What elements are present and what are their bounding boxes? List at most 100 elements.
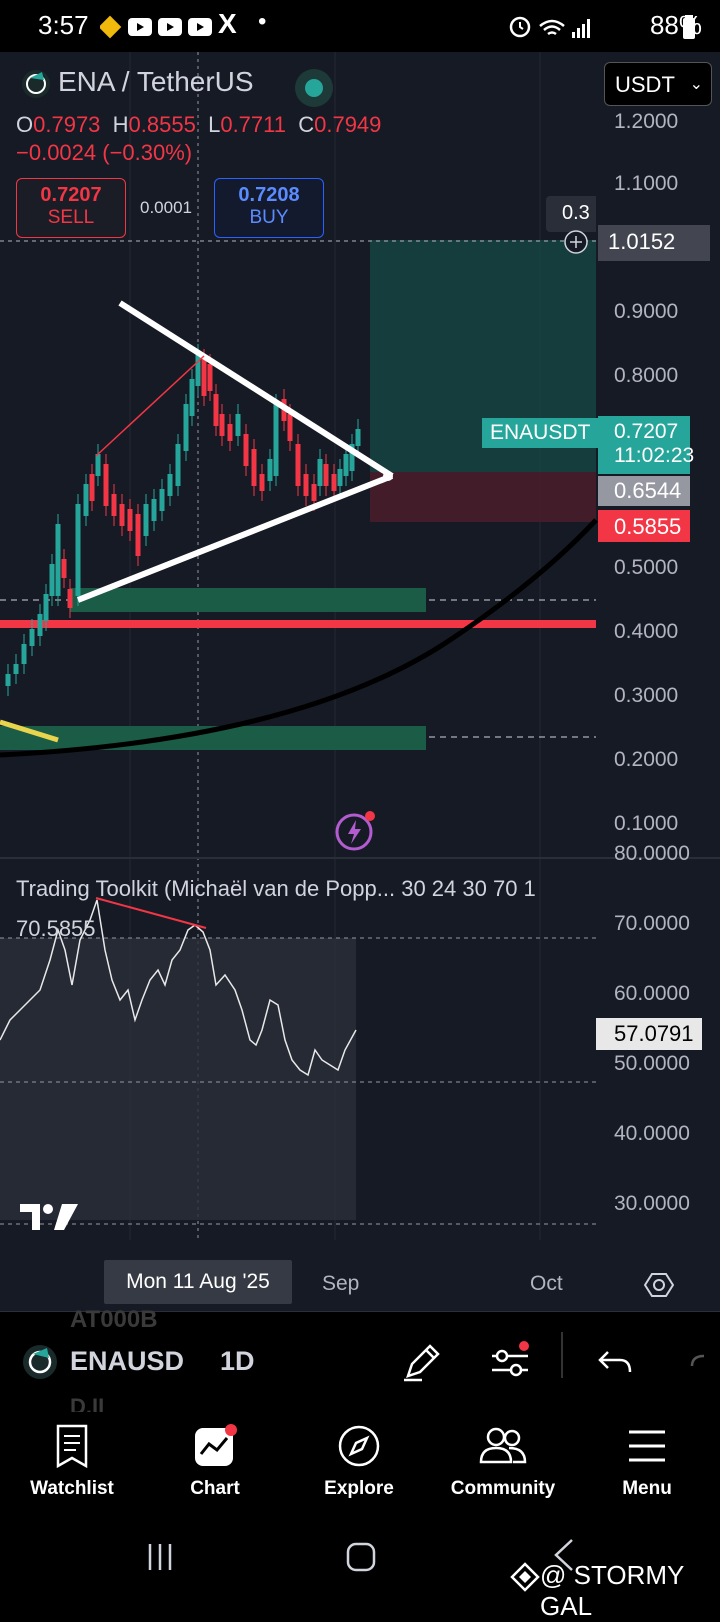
candle-body: [331, 474, 337, 491]
candle-body: [55, 524, 61, 596]
alarm-icon: [509, 16, 531, 38]
status-bar: 3:57 X • 88%: [0, 0, 720, 52]
buy-label: BUY: [249, 207, 289, 228]
recent-apps-icon[interactable]: [146, 1542, 176, 1572]
candle-body: [195, 354, 201, 386]
candle-body: [29, 629, 35, 646]
candle-body: [49, 564, 55, 596]
candle-body: [287, 414, 293, 441]
stop-loss-price-tag: 0.5855: [598, 510, 690, 542]
candle-body: [227, 424, 233, 441]
redo-icon[interactable]: [690, 1346, 720, 1376]
toolbar-symbol-button[interactable]: ENAUSD: [70, 1346, 185, 1376]
buy-button[interactable]: 0.7208 BUY: [214, 178, 324, 238]
nav-explore[interactable]: Explore: [299, 1424, 419, 1500]
price-axis-label: 0.5000: [614, 556, 679, 579]
indicator-current-tag: 57.0791: [596, 1018, 702, 1050]
price-axis-label: 0.8000: [614, 364, 679, 387]
trend-line-yellow: [0, 719, 59, 743]
spread-value: 0.0001: [140, 198, 192, 217]
nav-chart-label: Chart: [190, 1478, 240, 1499]
sell-button[interactable]: 0.7207 SELL: [16, 178, 126, 238]
oscillator-divergence-line: [95, 897, 207, 929]
binance-icon: [100, 15, 122, 39]
tradingview-logo-icon: [20, 1204, 78, 1230]
back-icon[interactable]: [552, 1538, 576, 1572]
candle-body: [135, 514, 141, 556]
candle-body: [273, 404, 279, 476]
ghost-text-top: AT000B: [70, 1306, 158, 1333]
indicator-axis-label: 50.0000: [614, 1052, 690, 1075]
chart-settings-gear-icon[interactable]: [644, 1270, 674, 1300]
candle-body: [43, 594, 49, 621]
time-label-sep: Sep: [322, 1272, 360, 1295]
candle-body: [311, 484, 317, 501]
indicator-title[interactable]: Trading Toolkit (Michaël van de Popp... …: [16, 876, 536, 901]
candle-body: [95, 454, 101, 476]
chevron-down-icon: ⌄: [689, 76, 703, 93]
watermark-text: @ STORMY GAL: [540, 1560, 684, 1621]
currency-select-value: USDT: [615, 72, 675, 97]
indicator-axis-label: 60.0000: [614, 982, 690, 1005]
nav-community[interactable]: Community: [443, 1424, 563, 1500]
undo-icon[interactable]: [596, 1344, 636, 1384]
price-axis-label: 1.1000: [614, 172, 679, 195]
signal-icon: [572, 19, 590, 38]
candle-body: [317, 459, 323, 486]
community-icon: [479, 1427, 527, 1464]
nav-watchlist-label: Watchlist: [30, 1478, 114, 1499]
indicator-axis-label: 70.0000: [614, 912, 690, 935]
indicator-value: 70.5855: [16, 916, 96, 941]
indicators-sliders-icon[interactable]: [488, 1340, 532, 1384]
system-navigation: @ STORMY GAL: [0, 1530, 720, 1621]
alert-lightning-icon[interactable]: [334, 808, 378, 852]
status-time: 3:57: [38, 10, 89, 40]
trendline-handle: [383, 471, 393, 481]
candle-body: [207, 364, 213, 391]
nav-watchlist[interactable]: Watchlist: [12, 1424, 132, 1500]
nav-chart[interactable]: Chart: [155, 1424, 275, 1500]
candle-body: [355, 429, 361, 446]
currency-select[interactable]: USDT ⌄: [604, 62, 712, 106]
candle-body: [349, 444, 355, 471]
candle-body: [159, 489, 165, 511]
last-price-tag: 0.7207 11:02:23: [598, 416, 694, 474]
sell-price: 0.7207: [40, 184, 102, 206]
x-app-icon: X: [218, 8, 237, 39]
candle-body: [235, 414, 241, 436]
candle-body: [267, 459, 273, 481]
symbol-title[interactable]: ENA / TetherUS: [58, 66, 254, 97]
more-notifications-dot: •: [258, 8, 267, 35]
toolbar-divider: [561, 1332, 563, 1378]
candle-body: [127, 509, 133, 531]
battery-icon: [683, 15, 695, 39]
long-position-loss-zone: [370, 472, 596, 522]
chart-canvas[interactable]: [0, 0, 720, 1312]
candle-body: [111, 494, 117, 516]
candle-body: [219, 414, 225, 436]
candle-body: [13, 664, 19, 674]
home-icon[interactable]: [346, 1542, 376, 1572]
nav-menu[interactable]: Menu: [587, 1424, 707, 1500]
candle-body: [89, 474, 95, 501]
symbol-price-tag: ENAUSDT: [482, 418, 599, 448]
ena-coin-icon: [22, 70, 50, 98]
candle-body: [167, 474, 173, 496]
candle-body: [61, 559, 67, 578]
price-axis-label: 0.2000: [614, 748, 679, 771]
interval-button[interactable]: 1D: [220, 1346, 255, 1376]
price-divergence-line: [95, 355, 205, 457]
candle-body: [251, 449, 257, 486]
add-plus-icon[interactable]: [562, 228, 590, 256]
buy-price: 0.7208: [238, 184, 300, 206]
parabolic-curve: [0, 518, 598, 758]
last-price: 0.7207: [614, 420, 679, 443]
nav-community-label: Community: [450, 1478, 556, 1499]
candlesticks: [5, 344, 361, 696]
drawing-tools-pencil-icon[interactable]: [400, 1340, 444, 1384]
demand-zone-1: [70, 588, 426, 612]
candle-body: [83, 484, 89, 516]
indicator-shaded-region: [0, 938, 356, 1220]
wifi-icon: [539, 19, 565, 36]
candle-body: [183, 404, 189, 451]
